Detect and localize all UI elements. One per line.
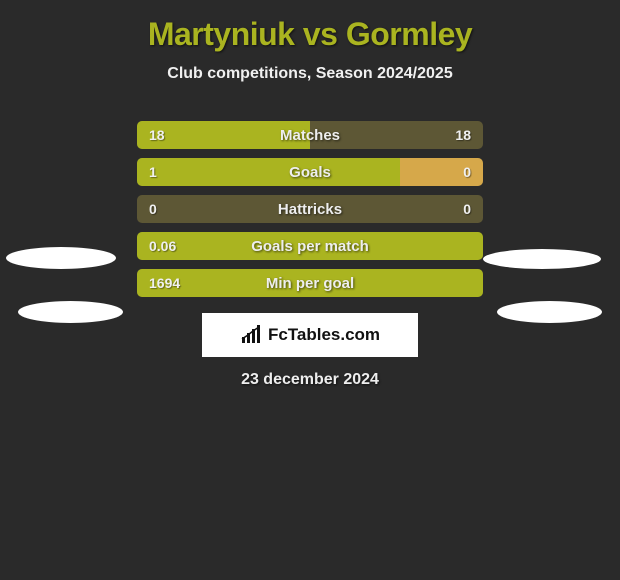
subtitle: Club competitions, Season 2024/2025 — [0, 65, 620, 83]
stat-left-value: 0.06 — [149, 232, 176, 260]
logo-text: FcTables.com — [268, 325, 380, 345]
player2-shape-2 — [497, 301, 602, 323]
player1-shape-2 — [18, 301, 123, 323]
player2-shape-1 — [483, 249, 601, 269]
stat-right-value: 0 — [463, 158, 471, 186]
stat-left-value: 18 — [149, 121, 165, 149]
stat-left-value: 1 — [149, 158, 157, 186]
page-title: Martyniuk vs Gormley — [0, 16, 620, 53]
stat-right-value: 0 — [463, 195, 471, 223]
stat-row: Goals1 0 — [137, 158, 483, 186]
stat-label: Goals per match — [137, 232, 483, 260]
stat-row: Hattricks0 0 — [137, 195, 483, 223]
date-line: 23 december 2024 — [0, 371, 620, 389]
stat-label: Hattricks — [137, 195, 483, 223]
player1-shape-1 — [6, 247, 116, 269]
logo-box: FcTables.com — [202, 313, 418, 357]
stat-right-value: 18 — [455, 121, 471, 149]
infographic-container: Martyniuk vs Gormley Club competitions, … — [0, 0, 620, 580]
stat-left-value: 0 — [149, 195, 157, 223]
stat-row: Goals per match0.06 — [137, 232, 483, 260]
stat-rows: Matches1818Goals10Hattricks00Goals per m… — [0, 121, 620, 297]
stat-label: Goals — [137, 158, 483, 186]
stats-area: Matches1818Goals10Hattricks00Goals per m… — [0, 121, 620, 389]
stat-row: Min per goal1694 — [137, 269, 483, 297]
chart-icon — [240, 325, 264, 345]
stat-label: Min per goal — [137, 269, 483, 297]
logo: FcTables.com — [240, 325, 380, 345]
stat-label: Matches — [137, 121, 483, 149]
stat-row: Matches18 18 — [137, 121, 483, 149]
stat-left-value: 1694 — [149, 269, 180, 297]
